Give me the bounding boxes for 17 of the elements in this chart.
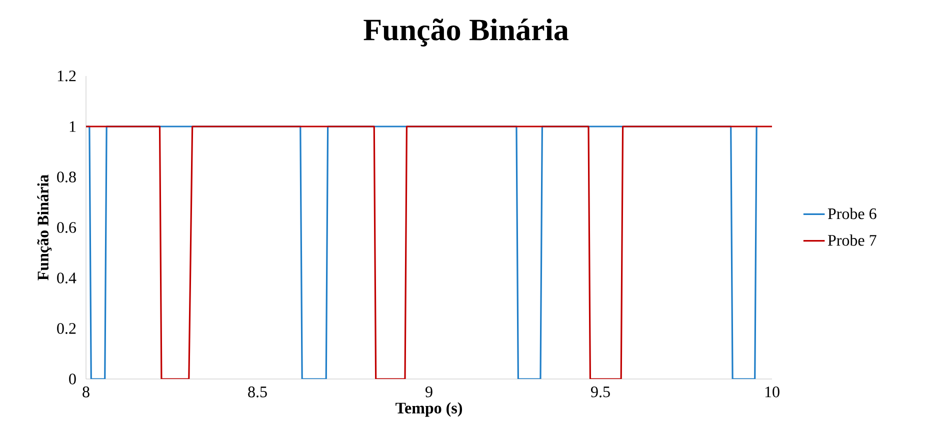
x-tick-label: 8.5 <box>248 386 267 398</box>
y-tick-label: 1.2 <box>58 70 76 82</box>
y-tick-label: 1 <box>70 121 76 132</box>
chart-title: Função Binária <box>364 18 568 46</box>
x-tick-label: 10 <box>765 386 780 398</box>
x-tick-label: 8 <box>82 386 90 398</box>
y-tick-label: 0.8 <box>57 172 76 182</box>
y-tick-label: 0 <box>69 374 76 384</box>
y-tick-label: 0.4 <box>57 272 76 284</box>
y-tick-label: 0.2 <box>57 323 76 334</box>
legend-label: Probe 6 <box>828 208 876 220</box>
x-tick-label: 9.5 <box>591 386 610 398</box>
y-axis-title: Função Binária <box>37 174 52 280</box>
x-tick-label: 9 <box>426 386 432 398</box>
legend-label: Probe 7 <box>828 234 876 246</box>
y-tick-label: 0.6 <box>57 222 76 233</box>
x-axis-title: Tempo (s) <box>396 402 462 417</box>
